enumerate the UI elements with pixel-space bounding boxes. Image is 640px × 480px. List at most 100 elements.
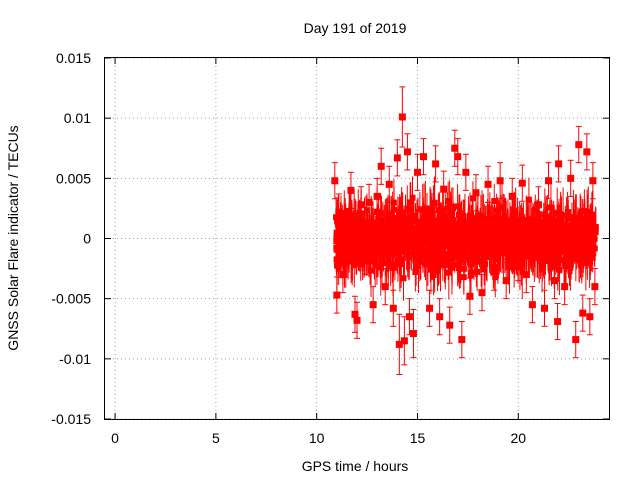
noise-point	[473, 258, 480, 265]
noise-point	[395, 243, 402, 250]
noise-point	[539, 261, 546, 268]
data-point	[567, 174, 575, 182]
noise-point	[553, 244, 560, 251]
noise-point	[379, 252, 386, 259]
noise-point	[547, 204, 554, 211]
noise-point	[591, 245, 598, 252]
noise-point	[445, 220, 452, 227]
data-point	[579, 309, 587, 317]
tick-layer: 0 5 10 15 20 0.015 0.01 0.005 0 -0.005 -0.01 -0.015	[51, 50, 609, 446]
data-point	[351, 310, 359, 318]
data-point	[361, 253, 369, 261]
noise-point	[507, 222, 514, 229]
noise-point	[537, 252, 544, 259]
noise-point	[534, 234, 541, 241]
noise-point	[557, 216, 564, 223]
noise-point	[530, 238, 537, 245]
data-point	[508, 192, 516, 200]
noise-point	[342, 252, 349, 259]
data-point	[331, 177, 339, 185]
noise-point	[570, 233, 577, 240]
noise-point	[342, 260, 349, 267]
data-point	[413, 168, 421, 176]
noise-point	[346, 208, 353, 215]
noise-point	[367, 254, 374, 261]
noise-point	[497, 220, 504, 227]
noise-point	[439, 207, 446, 214]
data-point	[436, 313, 444, 321]
noise-point	[470, 224, 477, 231]
noise-point	[333, 232, 340, 239]
data-point	[405, 313, 413, 321]
noise-point	[398, 226, 405, 233]
noise-point	[488, 226, 495, 233]
data-point	[389, 304, 397, 312]
noise-point	[413, 225, 420, 232]
noise-point	[415, 238, 422, 245]
noise-point	[584, 212, 591, 219]
data-point	[518, 179, 526, 187]
noise-point	[493, 228, 500, 235]
noise-point	[500, 249, 507, 256]
noise-point	[505, 226, 512, 233]
noise-point	[400, 275, 407, 282]
noise-point	[432, 242, 439, 249]
noise-point	[464, 246, 471, 253]
noise-point	[411, 240, 418, 247]
noise-point	[588, 252, 595, 259]
data-point	[393, 154, 401, 162]
noise-point	[427, 205, 434, 212]
data-point	[551, 277, 559, 285]
data-point	[373, 192, 381, 200]
noise-point	[422, 220, 429, 227]
noise-point	[518, 238, 525, 245]
noise-point	[493, 207, 500, 214]
noise-point	[494, 219, 501, 226]
noise-point	[505, 260, 512, 267]
noise-point	[409, 194, 416, 201]
noise-point	[496, 248, 503, 255]
noise-point	[442, 262, 449, 269]
noise-point	[423, 261, 430, 268]
noise-point	[548, 243, 555, 250]
data-point	[335, 208, 343, 216]
noise-point	[394, 216, 401, 223]
noise-point	[588, 214, 595, 221]
noise-point	[375, 219, 382, 226]
noise-point	[541, 233, 548, 240]
data-points	[331, 86, 599, 375]
noise-point	[500, 229, 507, 236]
noise-point	[511, 258, 518, 265]
noise-point	[569, 244, 576, 251]
y-tick-label: -0.01	[59, 351, 91, 367]
data-point	[377, 162, 385, 170]
noise-point	[378, 221, 385, 228]
y-tick-label: 0.005	[56, 170, 91, 186]
noise-point	[455, 226, 462, 233]
noise-point	[483, 254, 490, 261]
noise-point	[525, 196, 532, 203]
noise-point	[367, 226, 374, 233]
noise-point	[473, 215, 480, 222]
data-point	[466, 292, 474, 300]
data-cloud	[333, 176, 599, 301]
y-tick-label: -0.005	[51, 291, 91, 307]
y-axis-label: GNSS Solar Flare indicator / TECUs	[5, 125, 21, 350]
noise-point	[487, 233, 494, 240]
noise-point	[480, 233, 487, 240]
noise-point	[451, 242, 458, 249]
noise-point	[525, 232, 532, 239]
noise-point	[372, 235, 379, 242]
y-tick-label: 0.015	[56, 50, 91, 66]
noise-point	[402, 232, 409, 239]
noise-point	[519, 268, 526, 275]
noise-point	[441, 231, 448, 238]
data-point	[458, 336, 466, 344]
noise-point	[347, 233, 354, 240]
noise-point	[435, 256, 442, 263]
noise-point	[523, 217, 530, 224]
y-tick-label: 0.01	[64, 110, 91, 126]
noise-point	[558, 245, 565, 252]
data-point	[589, 177, 597, 185]
noise-point	[386, 249, 393, 256]
